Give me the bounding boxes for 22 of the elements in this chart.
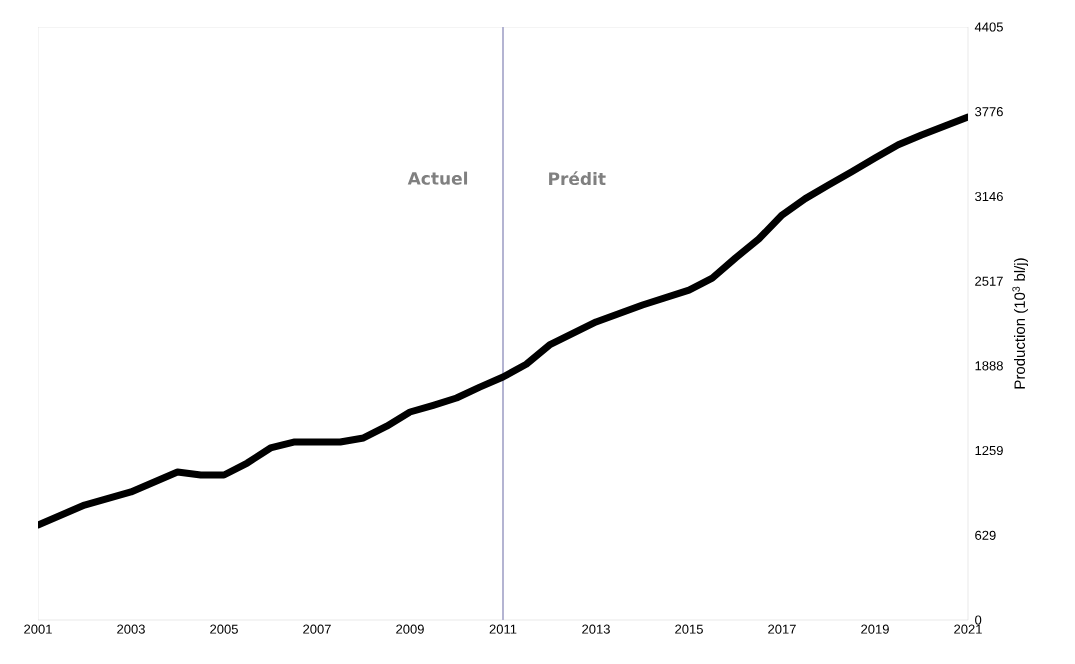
x-tick-label: 2009: [396, 624, 424, 634]
x-tick-label: 2007: [303, 624, 331, 634]
x-tick-label: 2001: [24, 624, 52, 634]
x-tick-label: 2011: [489, 624, 517, 634]
y-axis-title: Production (10$^{3}$ bl/j): [1012, 258, 1028, 389]
y-tick-label: 3146: [975, 191, 1003, 202]
annotation: Prédit: [549, 171, 606, 186]
y-tick-label: 0: [975, 615, 982, 625]
annotation: Actuel: [407, 171, 468, 185]
y-tick-label: 1888: [975, 361, 1003, 371]
y-tick-label: 3776: [975, 107, 1003, 117]
y-tick-label: 4405: [974, 22, 1003, 32]
x-tick-label: 2015: [675, 624, 703, 634]
x-tick-label: 2017: [768, 624, 796, 634]
x-tick-label: 2013: [582, 624, 610, 634]
x-tick-label: 2021: [954, 624, 982, 634]
x-tick-label: 2019: [861, 624, 889, 634]
x-tick-label: 2005: [210, 624, 238, 634]
y-tick-label: 1259: [975, 445, 1003, 456]
y-tick-label: 629: [975, 530, 996, 540]
y-tick-label: 2517: [975, 276, 1003, 286]
x-tick-label: 2003: [117, 624, 145, 634]
